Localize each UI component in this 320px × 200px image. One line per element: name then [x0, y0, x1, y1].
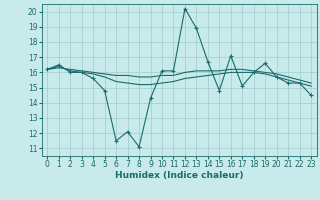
X-axis label: Humidex (Indice chaleur): Humidex (Indice chaleur)	[115, 171, 244, 180]
